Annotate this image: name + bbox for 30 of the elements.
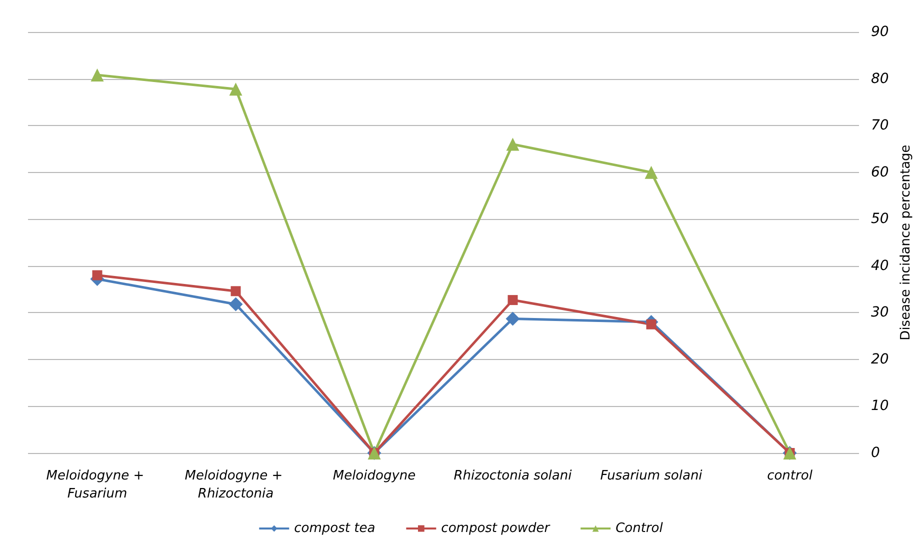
y-axis-title: Disease incidance percentage	[898, 144, 914, 340]
y-tick-label: 70	[871, 118, 889, 134]
y-tick-label: 90	[871, 24, 889, 40]
x-tick-label: Rhizoctonia solani	[454, 468, 572, 484]
legend-label: Control	[616, 521, 664, 536]
legend-label: compost tea	[294, 521, 376, 536]
point	[506, 312, 520, 326]
y-tick-label: 30	[871, 304, 889, 321]
x-tick-label: Meloidogyne + Rhizoctonia	[184, 468, 287, 502]
y-tick-label: 50	[871, 211, 889, 228]
y-tick-label: 80	[871, 70, 889, 87]
legend-label: compost powder	[441, 521, 552, 536]
x-tick-label: Meloidogyne + Fusarium	[46, 468, 148, 502]
y-tick-label: 40	[871, 258, 889, 274]
point	[229, 82, 242, 96]
x-tick-label: Meloidogyne	[332, 468, 416, 484]
point	[506, 138, 520, 151]
point	[646, 319, 656, 330]
point	[230, 286, 241, 296]
point	[508, 295, 518, 306]
point	[92, 270, 102, 280]
point	[90, 68, 104, 82]
y-tick-label: 20	[871, 351, 889, 368]
x-tick-label: control	[767, 468, 813, 484]
y-tick-label: 10	[871, 398, 889, 414]
y-tick-label: 0	[871, 445, 880, 461]
point	[644, 166, 658, 179]
x-tick-label: Fusarium solani	[600, 468, 703, 484]
y-tick-label: 60	[871, 164, 889, 180]
point	[228, 297, 243, 312]
